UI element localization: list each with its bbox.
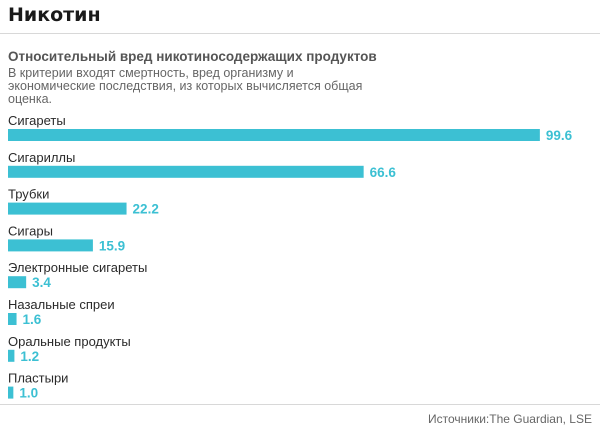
value-label: 1.2 (20, 349, 39, 364)
bar (8, 129, 540, 141)
value-label: 1.0 (19, 386, 38, 401)
header: Никотин (0, 0, 600, 36)
chart-title: Относительный вред никотиносодержащих пр… (8, 49, 377, 64)
category-label: Сигариллы (8, 150, 75, 165)
category-label: Оральные продукты (8, 334, 131, 349)
category-label: Пластыри (8, 371, 68, 386)
value-label: 15.9 (99, 238, 125, 253)
value-label: 66.6 (370, 165, 397, 180)
chart-subtitle: В критерии входят смертность, вред орган… (8, 66, 363, 106)
bar (8, 349, 15, 362)
value-label: 3.4 (32, 275, 51, 290)
category-label: Сигары (8, 223, 53, 238)
bar (8, 165, 364, 178)
category-label: Назальные спреи (8, 297, 115, 312)
bar (8, 276, 27, 289)
category-label: Электронные сигареты (8, 260, 147, 275)
category-label: Сигареты (8, 113, 66, 128)
category-label: Трубки (8, 187, 49, 202)
bar (8, 386, 14, 399)
bar (8, 202, 127, 215)
value-label: 22.2 (133, 202, 159, 217)
footer-divider (0, 404, 600, 405)
source-note: Источники:The Guardian, LSE (428, 412, 592, 426)
bar (8, 313, 17, 325)
header-divider (0, 33, 600, 34)
value-label: 1.6 (23, 312, 42, 327)
value-label: 99.6 (546, 128, 573, 143)
page-title: Никотин (8, 4, 101, 26)
bar (8, 239, 93, 252)
